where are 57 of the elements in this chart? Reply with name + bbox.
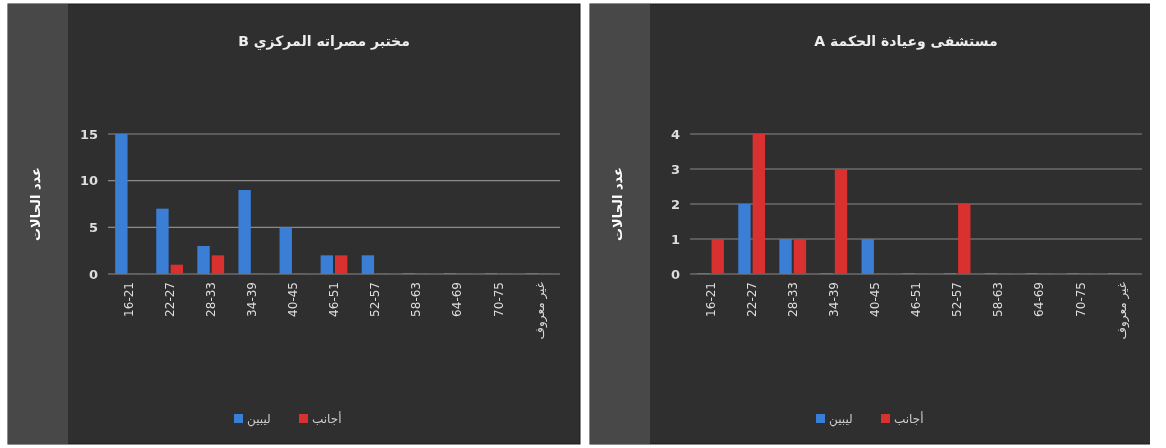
x-tick-label: 58-63 [991,282,1006,317]
x-tick-label: 64-69 [1032,282,1047,317]
y-tick-label: 1 [670,231,680,247]
x-tick-label: 46-51 [909,282,924,317]
bar [238,190,251,274]
bar [361,255,375,274]
bar [738,204,751,274]
bar [335,255,348,274]
bar [156,208,169,274]
x-tick-label: 70-75 [1073,282,1088,317]
x-tick-label: 28-33 [785,282,800,317]
bar [320,255,333,274]
bar [834,169,848,274]
chart-title: مختبر مصراته المركزي B [238,33,410,51]
x-tick-label: 52-57 [950,282,965,317]
x-tick-label: غير معروف [1114,282,1130,340]
x-tick-label: 40-45 [868,282,883,317]
x-tick-label: 28-33 [203,282,218,317]
x-tick-label: 34-39 [245,282,260,317]
legend-label: ليبين [247,412,271,428]
y-axis-title: عدد الحالات [28,167,43,241]
bar [779,239,792,274]
x-tick-label: 22-27 [162,282,177,317]
x-tick-label: 40-45 [286,282,301,317]
x-tick-label: 70-75 [491,282,506,317]
chart-title: مستشفى وعيادة الحكمة A [814,33,998,50]
bar [197,246,210,274]
x-tick-label: 16-21 [703,282,718,317]
y-tick-label: 15 [79,126,98,142]
y-tick-label: 4 [670,126,680,142]
y-tick-label: 0 [88,266,98,282]
legend-label: أجانب [894,411,924,427]
bar [170,264,184,274]
y-tick-label: 0 [670,266,680,282]
x-tick-label: غير معروف [532,282,548,340]
x-tick-label: 58-63 [409,282,424,317]
x-tick-label: 34-39 [827,282,842,317]
bar [279,227,292,274]
x-tick-label: 46-51 [327,282,342,317]
legend-label: ليبين [829,412,853,428]
bar [793,239,807,274]
y-tick-label: 5 [88,219,98,235]
bar [958,204,971,274]
y-tick-label: 2 [670,196,680,212]
x-tick-label: 64-69 [450,282,465,317]
y-axis-title: عدد الحالات [610,167,625,241]
bar [115,134,128,274]
bar [711,239,724,274]
bar [211,255,225,274]
bar [861,239,874,274]
x-tick-label: 52-57 [368,282,383,317]
x-tick-label: 22-27 [744,282,759,317]
legend-label: أجانب [312,411,342,427]
x-tick-label: 16-21 [121,282,136,317]
bar [752,134,766,274]
y-tick-label: 3 [670,161,680,177]
y-tick-label: 10 [79,173,98,189]
